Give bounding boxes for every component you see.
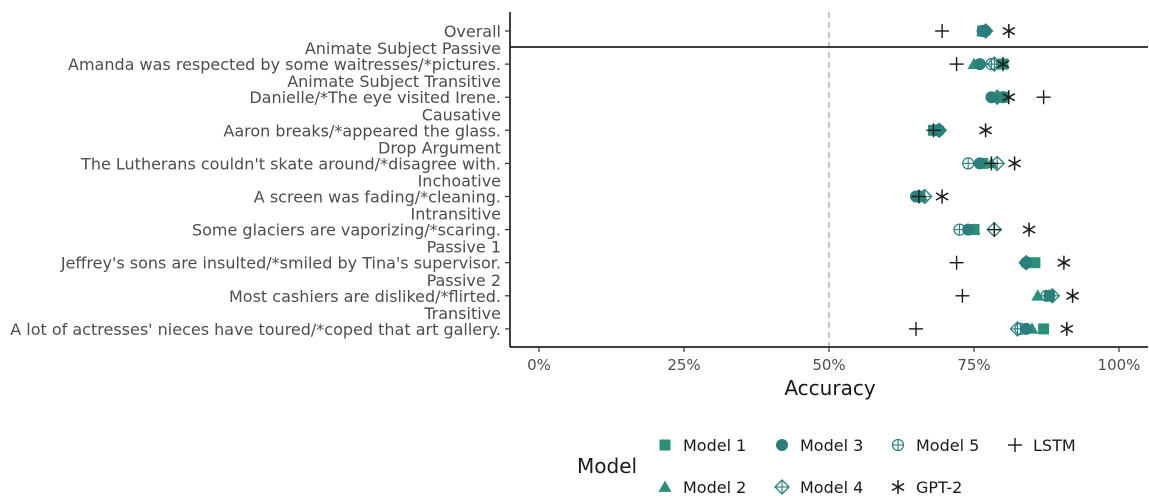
point-model-3-drop-argument (973, 157, 986, 170)
legend-key-model-3 (776, 439, 788, 451)
point-model-5-drop-argument (962, 157, 975, 170)
y-tick-label-category: Inchoative (418, 172, 501, 191)
legend-label-model-1: Model 1 (683, 436, 746, 455)
point-gpt-2-intransitive (1022, 222, 1036, 237)
point-gpt-2-animate-subject-transitive (1002, 90, 1016, 105)
legend-label-gpt-2: GPT-2 (916, 478, 962, 496)
y-tick-label-example: A lot of actresses' nieces have toured/*… (10, 320, 501, 339)
point-lstm-drop-argument (984, 156, 999, 171)
point-gpt-2-drop-argument (1008, 156, 1022, 171)
point-gpt-2-passive-1 (1057, 255, 1071, 270)
point-model-5-overall (976, 24, 989, 38)
y-tick-label-category: Passive 2 (427, 271, 501, 290)
y-tick-label-category: Animate Subject Transitive (287, 72, 501, 91)
point-model-3-intransitive (962, 223, 975, 236)
point-lstm-passive-2 (955, 288, 970, 303)
y-tick-label-category: Intransitive (411, 205, 501, 224)
x-tick-label: 0% (527, 356, 551, 374)
point-lstm-intransitive (987, 222, 1002, 237)
point-lstm-passive-1 (949, 255, 964, 270)
legend-label-model-3: Model 3 (800, 436, 863, 455)
y-tick-label-category: Overall (444, 22, 501, 41)
point-gpt-2-passive-2 (1066, 288, 1080, 303)
point-gpt-2-animate-subject-passive (996, 57, 1010, 72)
point-model-3-animate-subject-passive (973, 58, 986, 71)
point-lstm-animate-subject-transitive (1036, 90, 1051, 105)
legend-label-model-2: Model 2 (683, 478, 746, 496)
y-tick-label-example: Danielle/*The eye visited Irene. (249, 88, 501, 107)
x-tick-label: 100% (1098, 356, 1141, 374)
y-tick-label-category: Drop Argument (378, 138, 501, 157)
legend-key-model-2 (658, 480, 672, 492)
y-tick-label-example: Some glaciers are vaporizing/*scaring. (192, 221, 501, 240)
y-tick-label-category: Animate Subject Passive (305, 39, 501, 58)
y-tick-label-example: A screen was fading/*cleaning. (254, 188, 501, 207)
point-gpt-2-overall (1002, 24, 1016, 38)
point-model-5-passive-2 (1040, 289, 1053, 302)
point-lstm-overall (935, 24, 950, 38)
y-tick-label-category: Transitive (423, 304, 501, 323)
y-tick-label-category: Causative (422, 105, 501, 124)
y-tick-label-example: Amanda was respected by some waitresses/… (68, 55, 501, 74)
legend-key-model-5 (891, 438, 905, 452)
legend-key-gpt-2 (891, 480, 905, 494)
y-tick-label-example: The Lutherans couldn't skate around/*dis… (80, 154, 501, 173)
point-lstm-inchoative (911, 189, 926, 204)
y-tick-label-example: Jeffrey's sons are insulted/*smiled by T… (60, 254, 501, 273)
x-tick-label: 50% (812, 356, 845, 374)
legend-label-model-4: Model 4 (800, 478, 863, 496)
point-lstm-transitive (909, 321, 923, 336)
point-model-5-animate-subject-passive (985, 57, 998, 71)
point-lstm-causative (926, 123, 941, 138)
legend-key-lstm (1008, 438, 1022, 452)
point-model-5-intransitive (953, 223, 966, 236)
point-model-5-passive-1 (1020, 256, 1033, 269)
point-model-1-passive-1 (1029, 257, 1041, 269)
point-gpt-2-transitive (1060, 321, 1074, 336)
point-model-1-transitive (1038, 323, 1050, 335)
point-model-5-transitive (1014, 322, 1027, 335)
legend-label-lstm: LSTM (1033, 436, 1076, 455)
legend-key-model-4 (774, 479, 790, 495)
y-tick-label-example: Aaron breaks/*appeared the glass. (223, 121, 501, 140)
point-gpt-2-causative (979, 123, 993, 138)
y-tick-label-example: Most cashiers are disliked/*flirted. (229, 287, 501, 306)
x-tick-label: 25% (667, 356, 700, 374)
legend-key-model-1 (659, 439, 671, 451)
x-axis-title: Accuracy (784, 376, 875, 400)
point-lstm-animate-subject-passive (949, 57, 964, 72)
point-gpt-2-inchoative (935, 189, 949, 204)
legend-label-model-5: Model 5 (916, 436, 979, 455)
y-tick-label-category: Passive 1 (427, 238, 501, 257)
x-tick-label: 75% (957, 356, 990, 374)
legend-title: Model (577, 454, 637, 478)
